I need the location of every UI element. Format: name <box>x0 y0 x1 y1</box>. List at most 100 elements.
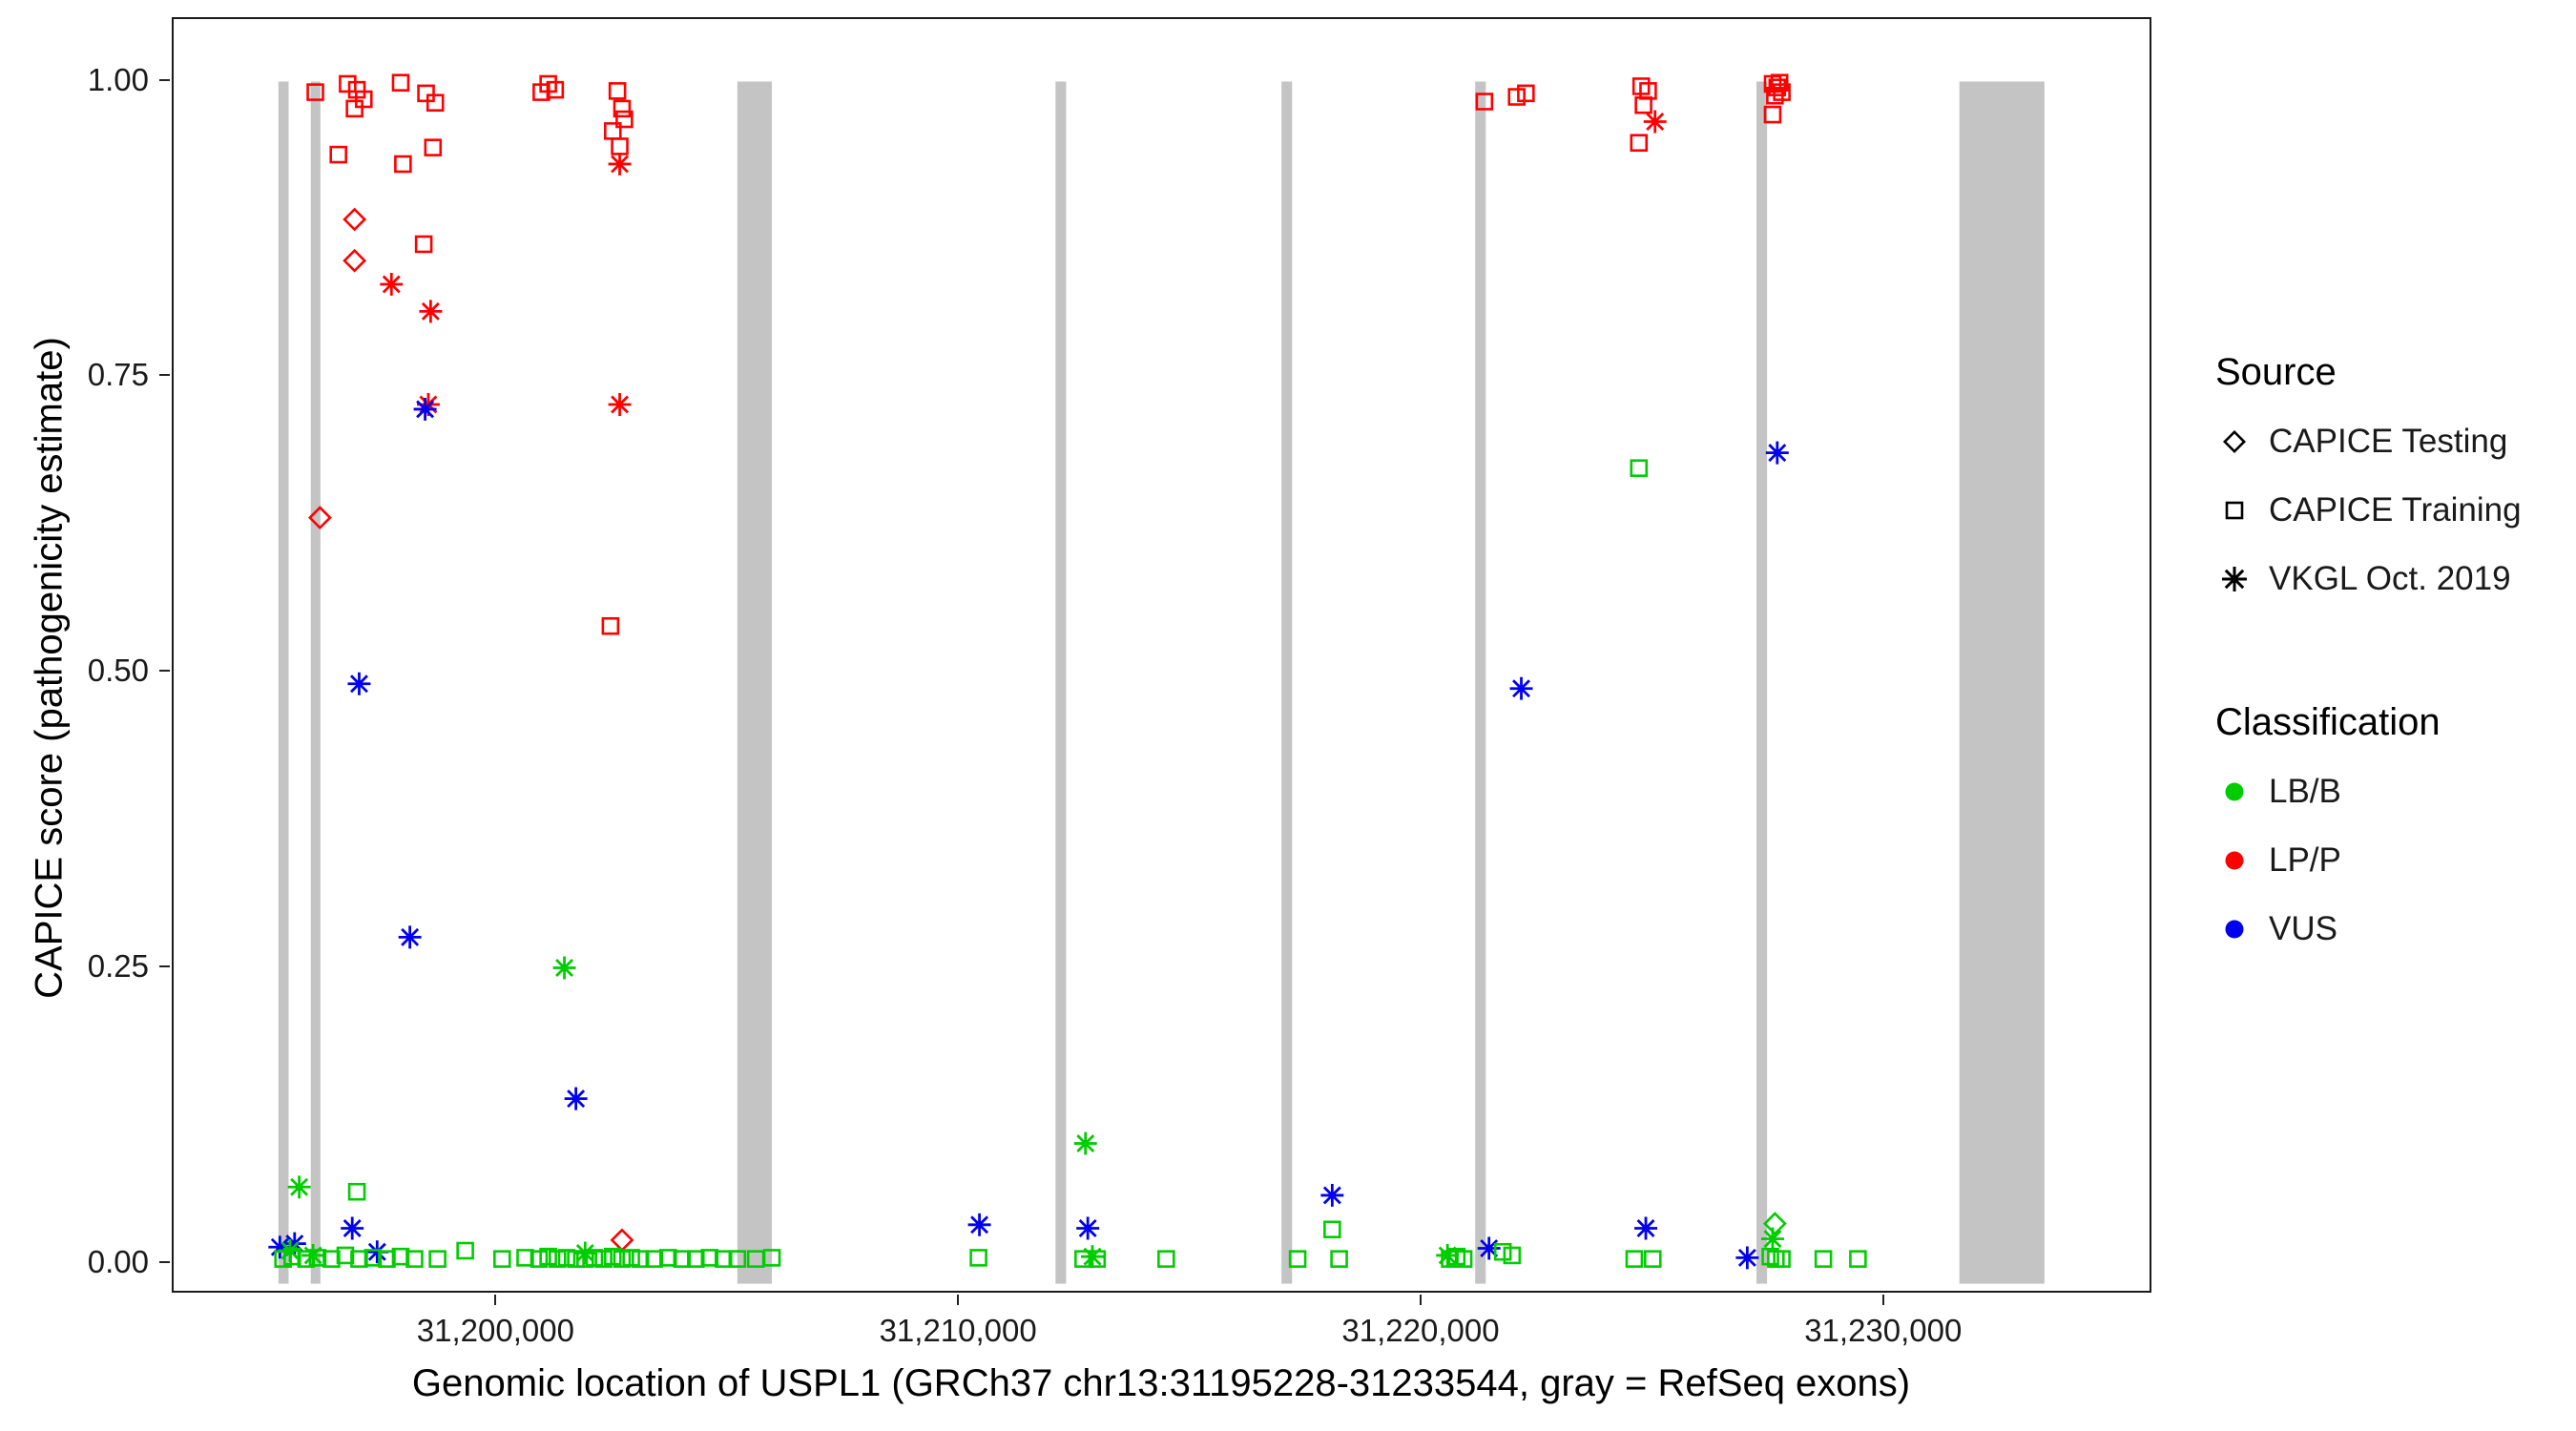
data-point-asterisk <box>419 300 443 323</box>
data-point-asterisk <box>1073 1131 1097 1155</box>
scatter-plot-canvas <box>268 73 2045 1284</box>
data-point-asterisk <box>341 1216 364 1240</box>
data-point-square <box>622 1249 640 1267</box>
data-point-square <box>1814 1250 1833 1268</box>
asterisk-icon <box>2215 560 2254 598</box>
data-point-asterisk <box>347 672 371 695</box>
data-point-square <box>594 1250 613 1268</box>
refseq-exon <box>737 81 773 1284</box>
data-point-asterisk <box>1634 1216 1657 1240</box>
data-point-square <box>1475 93 1494 111</box>
data-point-asterisk <box>1320 1183 1344 1207</box>
data-point-square <box>306 83 324 101</box>
refseq-exon <box>1055 81 1067 1284</box>
y-tick-mark <box>159 78 170 81</box>
x-tick-label: 31,210,000 <box>879 1313 1037 1348</box>
data-point-square <box>1157 1250 1175 1268</box>
x-tick-label: 31,230,000 <box>1804 1313 1963 1348</box>
data-point-square <box>329 145 347 164</box>
legend-classification-title: Classification <box>2215 701 2441 743</box>
data-point-square <box>456 1241 474 1260</box>
data-point-square <box>687 1250 705 1268</box>
data-point-asterisk <box>287 1175 311 1199</box>
data-point-square <box>347 1182 366 1201</box>
data-point-square <box>493 1250 511 1268</box>
data-point-diamond <box>343 207 367 232</box>
data-point-asterisk <box>1643 110 1667 134</box>
data-point-square <box>1454 1250 1473 1268</box>
data-point-asterisk <box>1509 676 1533 700</box>
data-point-asterisk <box>573 1241 597 1265</box>
data-point-square <box>546 80 565 99</box>
data-point-square <box>1517 84 1535 103</box>
data-point-square <box>1630 459 1649 477</box>
legend-item-lpp: LP/P <box>2215 826 2570 895</box>
green-dot-icon <box>2215 773 2254 811</box>
y-tick-label: 0.00 <box>87 1243 149 1279</box>
x-tick-mark <box>494 1295 497 1305</box>
y-tick-label: 0.25 <box>87 948 149 984</box>
data-point-square <box>417 84 435 103</box>
data-point-square <box>1507 88 1526 106</box>
refseq-exon <box>1959 81 2045 1284</box>
data-point-square <box>1849 1250 1867 1268</box>
data-point-square <box>1630 134 1649 152</box>
data-point-square <box>322 1250 341 1268</box>
data-point-diamond <box>343 248 367 273</box>
data-point-square <box>567 1250 585 1268</box>
data-point-square <box>659 1249 677 1267</box>
diamond-icon <box>2215 423 2254 461</box>
data-point-square <box>604 1247 622 1266</box>
legend-item-vus: VUS <box>2215 895 2570 964</box>
y-tick-label: 0.50 <box>87 653 149 689</box>
legend-label: CAPICE Testing <box>2269 423 2508 460</box>
data-point-asterisk <box>1735 1246 1759 1270</box>
data-point-square <box>394 155 412 174</box>
data-point-square <box>530 1250 549 1268</box>
data-point-square <box>673 1250 692 1268</box>
data-point-asterisk <box>1477 1236 1501 1260</box>
data-point-square <box>700 1249 719 1267</box>
data-point-square <box>1493 1242 1512 1261</box>
data-point-asterisk <box>1436 1243 1460 1267</box>
legend-label: LP/P <box>2269 841 2341 879</box>
data-point-square <box>576 1250 594 1268</box>
data-point-square <box>539 1247 557 1266</box>
data-point-square <box>1763 105 1782 124</box>
data-point-square <box>378 1250 396 1268</box>
data-point-asterisk <box>365 1240 389 1264</box>
data-point-square <box>1503 1246 1522 1265</box>
plot-panel <box>172 17 2151 1293</box>
legend-source-title: Source <box>2215 351 2337 393</box>
data-point-square <box>1323 1220 1341 1239</box>
data-point-square <box>391 1247 410 1266</box>
refseq-exon <box>278 81 289 1284</box>
data-point-square <box>350 1250 368 1268</box>
data-point-square <box>405 1250 424 1268</box>
data-point-asterisk <box>608 152 632 176</box>
data-point-asterisk <box>1076 1216 1100 1240</box>
data-point-asterisk <box>552 956 576 980</box>
legend-label: VKGL Oct. 2019 <box>2269 560 2511 597</box>
data-point-square <box>615 110 634 129</box>
data-point-square <box>762 1249 781 1267</box>
data-point-square <box>613 1250 632 1268</box>
data-point-square <box>355 90 373 109</box>
refseq-exon <box>1756 81 1768 1284</box>
legend-item-capice-training: CAPICE Training <box>2215 476 2570 545</box>
data-point-square <box>283 1247 301 1266</box>
data-point-square <box>391 73 410 92</box>
data-point-asterisk <box>398 925 422 949</box>
data-point-diamond <box>610 1228 634 1253</box>
data-point-square <box>969 1249 987 1267</box>
data-point-asterisk <box>413 397 437 421</box>
data-point-square <box>608 82 627 100</box>
data-point-square <box>1288 1250 1307 1268</box>
legend: Source CAPICE Testing CAPICE Training VK… <box>2215 351 2570 964</box>
data-point-asterisk <box>282 1232 306 1255</box>
data-point-asterisk <box>564 1087 588 1110</box>
legend-label: VUS <box>2269 910 2337 947</box>
data-point-asterisk <box>1760 1227 1784 1251</box>
legend-item-lbb: LB/B <box>2215 757 2570 826</box>
